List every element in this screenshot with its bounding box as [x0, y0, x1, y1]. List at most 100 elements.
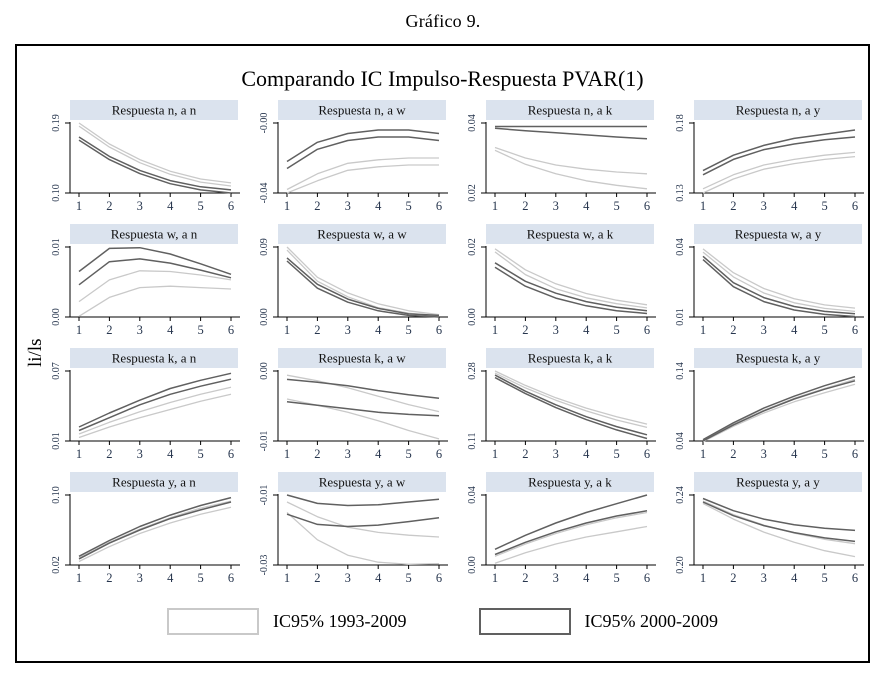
- subplot-title: Respuesta y, a y: [736, 475, 820, 490]
- ci-line-dark: [494, 262, 647, 312]
- subplot-respuesta-y-a-k: Respuesta y, a k 0.04 0.00 1 2 3 4 5 6: [467, 472, 656, 585]
- y-tick-label: 0.18: [675, 114, 686, 132]
- ci-line-light: [702, 378, 855, 441]
- ci-line-light: [78, 122, 231, 184]
- subplot-title: Respuesta w, a n: [110, 227, 197, 242]
- ci-line-light: [494, 370, 647, 425]
- y-tick-label: 0.20: [675, 556, 686, 574]
- x-tick-label: 5: [405, 571, 411, 585]
- y-tick-label: 0.28: [467, 362, 478, 380]
- ci-line-light: [702, 251, 855, 313]
- ci-line-dark: [286, 401, 439, 417]
- subplot-title: Respuesta w, a w: [317, 227, 407, 242]
- x-tick-label: 2: [522, 447, 528, 461]
- y-tick-label: -0.01: [259, 485, 270, 506]
- subplot-grid: Respuesta n, a n 0.19 0.10 1 2 3 4 5 6 Respuesta …: [17, 100, 868, 594]
- ci-line-light: [78, 393, 231, 439]
- ci-line-light: [286, 374, 439, 413]
- subplot-title: Respuesta w, a y: [734, 227, 821, 242]
- x-tick-label: 2: [730, 199, 736, 213]
- subplot-respuesta-w-a-w: Respuesta w, a w 0.09 0.00 1 2 3 4 5 6: [259, 224, 448, 337]
- x-tick-label: 4: [375, 199, 382, 213]
- ci-line-light: [702, 383, 855, 443]
- subplot-title: Respuesta n, a n: [111, 103, 196, 118]
- x-tick-label: 1: [283, 323, 289, 337]
- y-tick-label: 0.19: [51, 114, 62, 132]
- ci-line-dark: [494, 374, 647, 436]
- x-tick-label: 5: [405, 447, 411, 461]
- x-tick-label: 3: [136, 323, 142, 337]
- x-tick-label: 3: [760, 571, 766, 585]
- x-tick-label: 2: [522, 323, 528, 337]
- y-tick-label: -0.00: [259, 113, 270, 134]
- ci-line-dark: [702, 129, 855, 172]
- ci-line-dark: [286, 513, 439, 528]
- x-tick-label: 1: [491, 447, 497, 461]
- legend-item-1993-2009: IC95% 1993-2009: [167, 608, 407, 635]
- ci-line-dark: [494, 376, 647, 440]
- ci-line-dark: [702, 497, 855, 532]
- x-tick-label: 4: [791, 323, 798, 337]
- x-tick-label: 5: [821, 571, 827, 585]
- x-tick-label: 5: [613, 571, 619, 585]
- y-tick-label: -0.01: [259, 431, 270, 452]
- subplot-title: Respuesta k, a k: [527, 351, 612, 366]
- y-tick-label: 0.01: [51, 238, 62, 256]
- subplot-title: Respuesta k, a y: [735, 351, 820, 366]
- ci-line-dark: [286, 494, 439, 507]
- subplot-header: [485, 100, 654, 120]
- x-tick-label: 4: [791, 571, 798, 585]
- subplot-respuesta-k-a-n: Respuesta k, a n 0.07 0.01 1 2 3 4 5 6: [51, 348, 240, 461]
- x-tick-label: 2: [522, 199, 528, 213]
- y-tick-label: 0.07: [51, 362, 62, 380]
- x-tick-label: 6: [851, 571, 857, 585]
- y-tick-label: 0.02: [467, 238, 478, 256]
- x-tick-label: 2: [314, 447, 320, 461]
- y-tick-label: 0.04: [467, 114, 478, 132]
- subplot-header: [69, 224, 238, 244]
- ci-line-dark: [286, 136, 439, 170]
- x-tick-label: 5: [821, 199, 827, 213]
- x-tick-label: 2: [106, 323, 112, 337]
- x-tick-label: 4: [375, 447, 382, 461]
- ci-line-dark: [494, 266, 647, 315]
- x-tick-label: 6: [851, 199, 857, 213]
- subplot-header: [485, 348, 654, 368]
- ci-line-light: [494, 511, 647, 557]
- subplot-header: [69, 348, 238, 368]
- ci-line-light: [494, 251, 647, 309]
- ci-line-dark: [78, 496, 231, 557]
- subplot-respuesta-n-a-n: Respuesta n, a n 0.19 0.10 1 2 3 4 5 6: [51, 100, 240, 213]
- subplot-respuesta-n-a-w: Respuesta n, a w -0.00 -0.04 1 2 3 4 5 6: [259, 100, 448, 213]
- y-tick-label: 0.01: [675, 308, 686, 326]
- x-tick-label: 2: [730, 447, 736, 461]
- x-tick-label: 5: [613, 447, 619, 461]
- subplot-respuesta-w-a-k: Respuesta w, a k 0.02 0.00 1 2 3 4 5 6: [467, 224, 656, 337]
- x-tick-label: 4: [791, 199, 798, 213]
- y-tick-label: 0.14: [675, 362, 686, 380]
- x-tick-label: 4: [375, 323, 382, 337]
- ci-line-dark: [78, 139, 231, 194]
- ci-line-dark: [494, 510, 647, 556]
- ci-line-light: [702, 502, 855, 558]
- x-tick-label: 5: [405, 199, 411, 213]
- subplot-title: Respuesta k, a w: [318, 351, 406, 366]
- x-tick-label: 3: [552, 571, 558, 585]
- y-tick-label: 0.00: [51, 308, 62, 326]
- page-title: Gráfico 9.: [405, 11, 481, 31]
- ci-line-dark: [78, 378, 231, 432]
- x-tick-label: 4: [583, 447, 590, 461]
- subplot-header: [693, 100, 862, 120]
- y-tick-label: 0.10: [51, 184, 62, 202]
- y-tick-label: 0.04: [675, 238, 686, 256]
- ci-line-light: [494, 525, 647, 564]
- ci-line-light: [286, 512, 439, 565]
- ci-line-light: [286, 157, 439, 191]
- x-tick-label: 1: [75, 571, 81, 585]
- y-tick-label: 0.01: [51, 432, 62, 450]
- x-tick-label: 4: [167, 199, 174, 213]
- subplot-respuesta-w-a-y: Respuesta w, a y 0.04 0.01 1 2 3 4 5 6: [675, 224, 864, 337]
- x-tick-label: 3: [552, 199, 558, 213]
- ci-line-dark: [702, 380, 855, 442]
